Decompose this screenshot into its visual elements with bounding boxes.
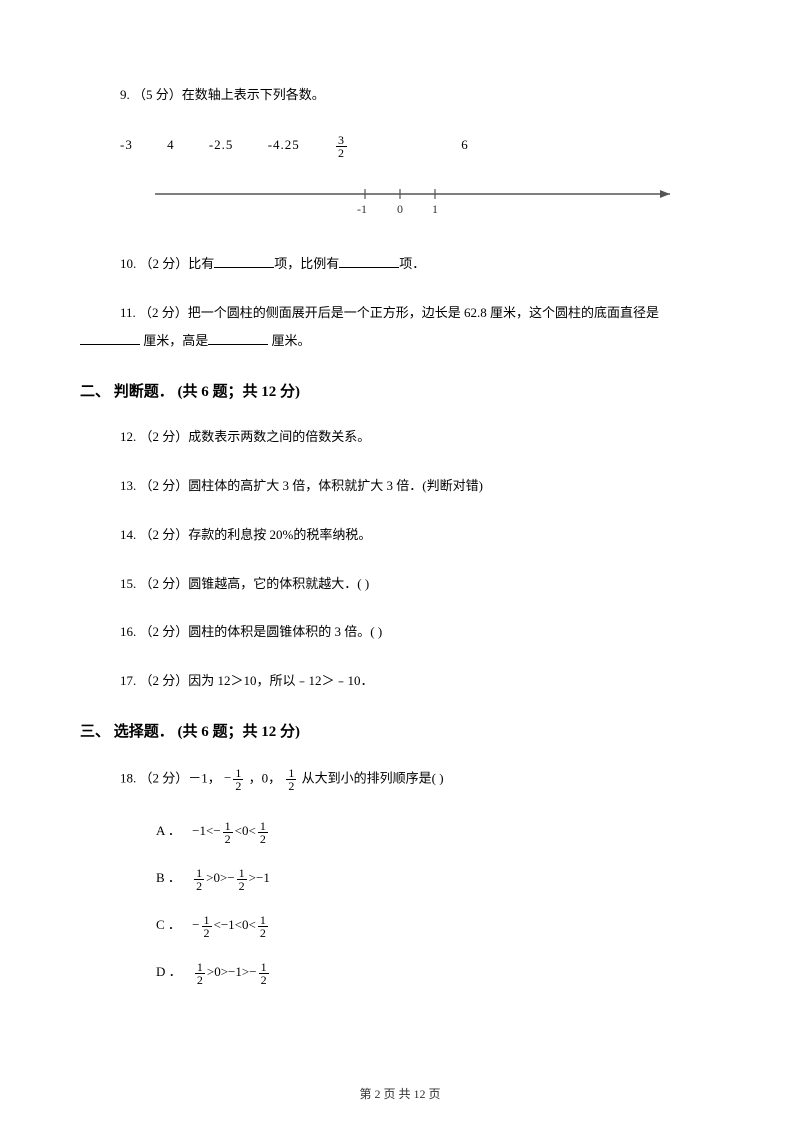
num: -4.25 (268, 137, 300, 152)
question-11: 11. （2 分）把一个圆柱的侧面展开后是一个正方形，边长是 62.8 厘米，这… (80, 303, 720, 324)
page-footer: 第 2 页 共 12 页 (0, 1085, 800, 1102)
num: 4 (167, 137, 175, 152)
opt-d-expr: 12>0>−1>−12 (193, 964, 271, 979)
tick-label: 1 (432, 202, 438, 216)
question-14: 14. （2 分）存款的利息按 20%的税率纳税。 (80, 525, 720, 546)
opt-c-label: C ． (156, 917, 181, 932)
num: -2.5 (209, 137, 234, 152)
q11-mid: 厘米，高是 (140, 333, 208, 348)
q10-mid: 项，比例有 (274, 256, 339, 271)
section-2-header: 二、 判断题． (共 6 题；共 12 分) (80, 380, 720, 401)
tick-label: -1 (357, 202, 367, 216)
opt-d-label: D ． (156, 964, 182, 979)
q9-text: 9. （5 分）在数轴上表示下列各数。 (120, 87, 325, 102)
option-b: B ． 12>0>−12>−1 (80, 867, 720, 892)
num: 6 (461, 137, 469, 152)
q11-suffix: 厘米。 (268, 333, 310, 348)
blank (80, 331, 140, 345)
q9-numbers: -3 4 -2.5 -4.25 32 6 (80, 134, 720, 159)
q18-prefix: 18. （2 分）－1， (120, 770, 221, 785)
numberline-svg: -1 0 1 (150, 179, 690, 219)
q11-prefix: 11. （2 分）把一个圆柱的侧面展开后是一个正方形，边长是 62.8 厘米，这… (120, 305, 659, 320)
option-d: D ． 12>0>−1>−12 (80, 961, 720, 986)
blank (214, 254, 274, 268)
numberline: -1 0 1 (80, 179, 720, 219)
num: 32 (334, 137, 407, 152)
question-11-cont: 厘米，高是 厘米。 (80, 331, 720, 352)
question-17: 17. （2 分）因为 12＞10，所以﹣12＞﹣10． (80, 671, 720, 692)
question-10: 10. （2 分）比有 项，比例有 项． (80, 254, 720, 275)
question-12: 12. （2 分）成数表示两数之间的倍数关系。 (80, 427, 720, 448)
section2-text: 二、 判断题． (共 6 题；共 12 分) (80, 384, 300, 400)
num: -3 (120, 137, 133, 152)
question-9: 9. （5 分）在数轴上表示下列各数。 (80, 85, 720, 106)
blank (339, 254, 399, 268)
option-a: A ． −1<−12<0<12 (80, 820, 720, 845)
frac-pos-half: 12 (284, 770, 298, 785)
tick-label: 0 (397, 202, 403, 216)
q10-prefix: 10. （2 分）比有 (120, 256, 214, 271)
question-13: 13. （2 分）圆柱体的高扩大 3 倍，体积就扩大 3 倍．(判断对错) (80, 476, 720, 497)
opt-b-expr: 12>0>−12>−1 (192, 870, 270, 885)
frac-neg-half: −12 (224, 770, 245, 785)
section3-text: 三、 选择题． (共 6 题；共 12 分) (80, 724, 300, 740)
q18-suffix: 从大到小的排列顺序是( ) (302, 770, 444, 785)
q18-mid: ，0， (249, 770, 282, 785)
opt-b-label: B ． (156, 870, 181, 885)
opt-c-expr: −12<−1<0<12 (192, 917, 270, 932)
section-3-header: 三、 选择题． (共 6 题；共 12 分) (80, 720, 720, 741)
question-18: 18. （2 分）－1， −12 ，0， 12 从大到小的排列顺序是( ) (80, 767, 720, 792)
option-c: C ． −12<−1<0<12 (80, 914, 720, 939)
question-16: 16. （2 分）圆柱的体积是圆锥体积的 3 倍。( ) (80, 622, 720, 643)
opt-a-label: A ． (156, 823, 181, 838)
blank (208, 331, 268, 345)
question-15: 15. （2 分）圆锥越高，它的体积就越大．( ) (80, 574, 720, 595)
q10-suffix: 项． (399, 256, 425, 271)
opt-a-expr: −1<−12<0<12 (192, 823, 270, 838)
